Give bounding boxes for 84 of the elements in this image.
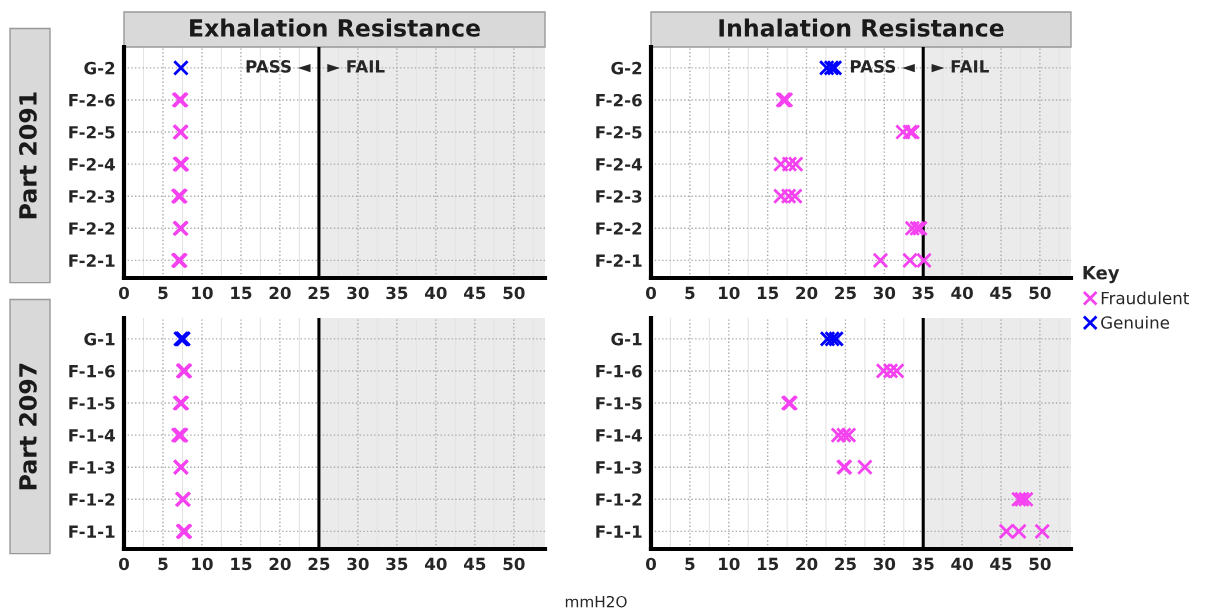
x-tick-label: 15 (757, 557, 779, 571)
y-tick-label: F-2-4 (69, 158, 115, 171)
x-tick-label: 0 (119, 286, 129, 300)
chart-title: Exhalation Resistance (190, 18, 480, 37)
x-axis-title: mmH2O (565, 595, 627, 608)
chart-title: Inhalation Resistance (719, 18, 1004, 37)
y-tick-label: F-1-4 (596, 429, 642, 442)
x-tick-label: 5 (685, 557, 695, 571)
annotation: PASS ◄ (850, 60, 915, 73)
legend-label: Genuine (1101, 315, 1170, 329)
x-tick-label: 5 (158, 286, 168, 300)
y-tick-label: F-2-1 (596, 254, 642, 267)
annotation: PASS ◄ (246, 60, 311, 73)
x-tick-label: 50 (1029, 557, 1051, 571)
legend-label: Fraudulent (1101, 291, 1189, 305)
x-tick-label: 15 (231, 557, 252, 571)
x-tick-label: 30 (347, 557, 369, 571)
x-tick-label: 15 (757, 286, 779, 300)
y-tick-label: F-1-1 (69, 525, 115, 538)
y-tick-label: F-1-5 (69, 397, 115, 410)
x-tick-label: 40 (951, 286, 973, 300)
x-tick-label: 5 (685, 286, 695, 300)
x-tick-label: 50 (1029, 286, 1051, 300)
y-tick-label: F-2-4 (596, 158, 642, 171)
annotation: ► FAIL (327, 60, 385, 73)
y-axis-title: Part 2097 (18, 363, 37, 490)
x-tick-label: 30 (873, 286, 896, 300)
x-tick-label: 50 (503, 286, 525, 300)
y-tick-label: F-2-3 (596, 190, 642, 203)
x-tick-label: 15 (231, 286, 252, 300)
y-tick-label: F-2-2 (596, 222, 642, 235)
x-tick-label: 5 (158, 557, 168, 571)
x-tick-label: 20 (269, 286, 291, 300)
y-tick-label: F-1-2 (596, 493, 642, 506)
y-tick-label: G-1 (611, 332, 642, 346)
y-tick-label: F-1-4 (69, 429, 115, 442)
y-tick-label: F-2-2 (69, 222, 115, 235)
x-tick-label: 35 (386, 557, 408, 571)
y-tick-label: G-2 (611, 61, 642, 75)
y-tick-label: F-1-3 (596, 461, 642, 474)
x-tick-label: 0 (646, 286, 656, 300)
x-tick-label: 20 (796, 286, 818, 300)
x-tick-label: 50 (503, 557, 525, 571)
y-tick-label: G-1 (84, 332, 115, 346)
x-tick-label: 45 (463, 286, 486, 300)
x-tick-label: 35 (912, 286, 934, 300)
y-tick-label: F-1-6 (596, 364, 642, 378)
y-tick-label: F-2-5 (69, 125, 115, 139)
x-tick-label: 10 (192, 286, 213, 300)
y-tick-label: F-2-6 (596, 93, 642, 107)
x-tick-label: 30 (873, 557, 896, 571)
x-tick-label: 40 (951, 557, 973, 571)
x-tick-label: 40 (425, 557, 447, 571)
legend-title: Key (1083, 266, 1120, 284)
y-tick-label: F-1-3 (69, 461, 115, 474)
y-tick-label: F-2-5 (596, 125, 642, 139)
y-tick-label: G-2 (84, 61, 115, 75)
y-tick-label: F-2-1 (69, 254, 115, 267)
y-axis-title: Part 2091 (18, 92, 37, 219)
annotation: ► FAIL (931, 60, 989, 73)
y-tick-label: F-2-3 (69, 190, 115, 203)
x-tick-label: 35 (386, 286, 408, 300)
x-tick-label: 25 (308, 286, 330, 300)
x-tick-label: 0 (646, 557, 656, 571)
y-tick-label: F-1-6 (69, 364, 115, 378)
x-tick-label: 45 (990, 286, 1012, 300)
x-tick-label: 10 (719, 286, 740, 300)
x-tick-label: 30 (347, 286, 369, 300)
y-tick-label: F-2-6 (69, 93, 115, 107)
x-tick-label: 25 (835, 286, 856, 300)
x-tick-label: 35 (912, 557, 934, 571)
x-tick-label: 10 (719, 557, 740, 571)
x-tick-label: 25 (308, 557, 330, 571)
y-tick-label: F-1-2 (69, 493, 115, 506)
x-tick-label: 10 (192, 557, 213, 571)
x-tick-label: 45 (463, 557, 486, 571)
y-tick-label: F-1-1 (596, 525, 642, 538)
x-tick-label: 20 (269, 557, 291, 571)
x-tick-label: 20 (796, 557, 818, 571)
x-tick-label: 45 (990, 557, 1012, 571)
x-tick-label: 0 (119, 557, 129, 571)
y-tick-label: F-1-5 (596, 397, 642, 410)
x-tick-label: 40 (425, 286, 447, 300)
x-tick-label: 25 (835, 557, 856, 571)
